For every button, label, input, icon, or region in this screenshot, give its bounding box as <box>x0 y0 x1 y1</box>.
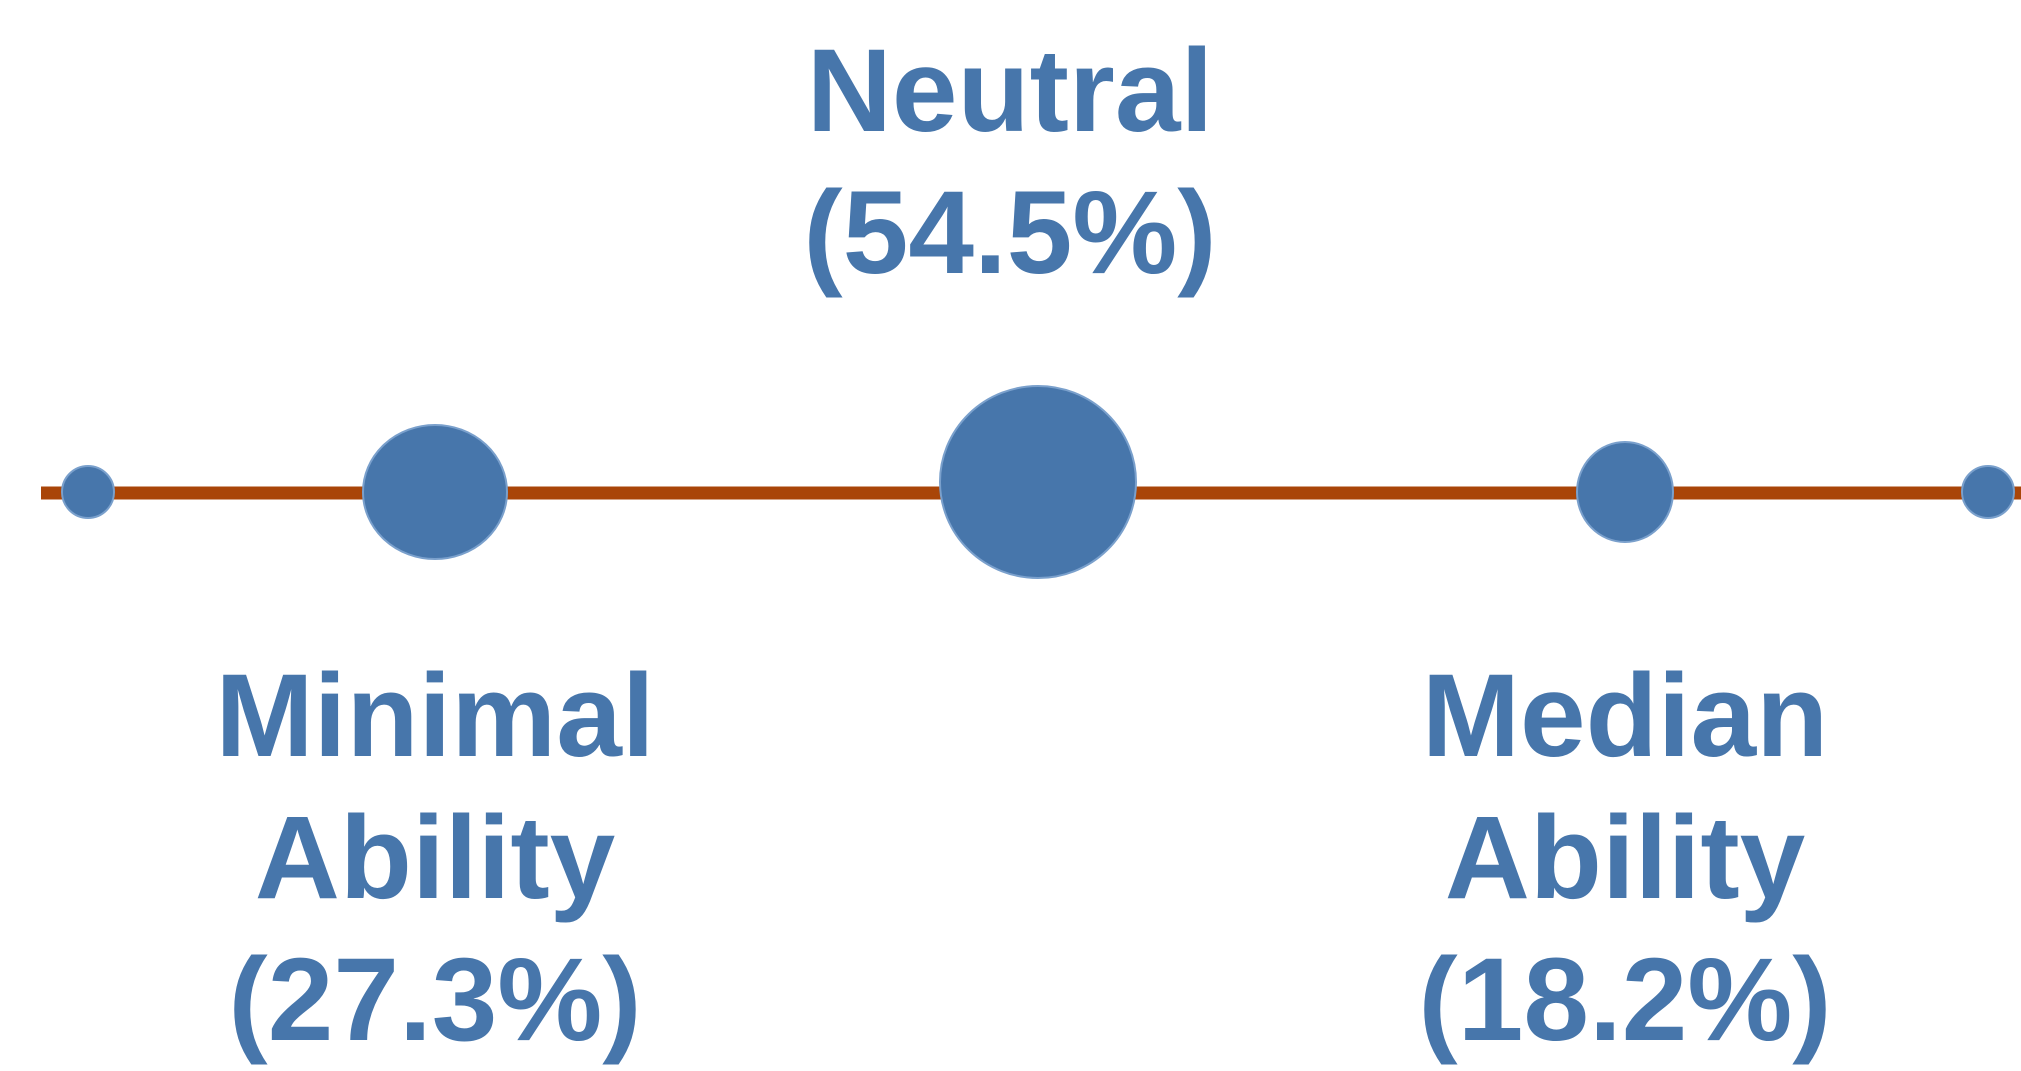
label-median: Median Ability (18.2%) <box>1375 645 1875 1071</box>
label-neutral: Neutral (54.5%) <box>780 20 1240 304</box>
label-neutral-percent: (54.5%) <box>803 167 1217 299</box>
label-minimal-name-line2: Ability <box>254 792 616 924</box>
dot-right-end <box>1961 465 2015 519</box>
label-median-name-line1: Median <box>1421 650 1829 782</box>
dot-left-end <box>61 465 115 519</box>
dot-minimal <box>362 424 508 560</box>
label-neutral-name: Neutral <box>806 25 1214 157</box>
label-median-percent: (18.2%) <box>1418 934 1832 1066</box>
label-median-name-line2: Ability <box>1444 792 1806 924</box>
label-minimal-percent: (27.3%) <box>228 934 642 1066</box>
label-minimal: Minimal Ability (27.3%) <box>175 645 695 1071</box>
dot-neutral <box>939 385 1137 579</box>
dot-median <box>1576 441 1674 543</box>
label-minimal-name-line1: Minimal <box>215 650 655 782</box>
